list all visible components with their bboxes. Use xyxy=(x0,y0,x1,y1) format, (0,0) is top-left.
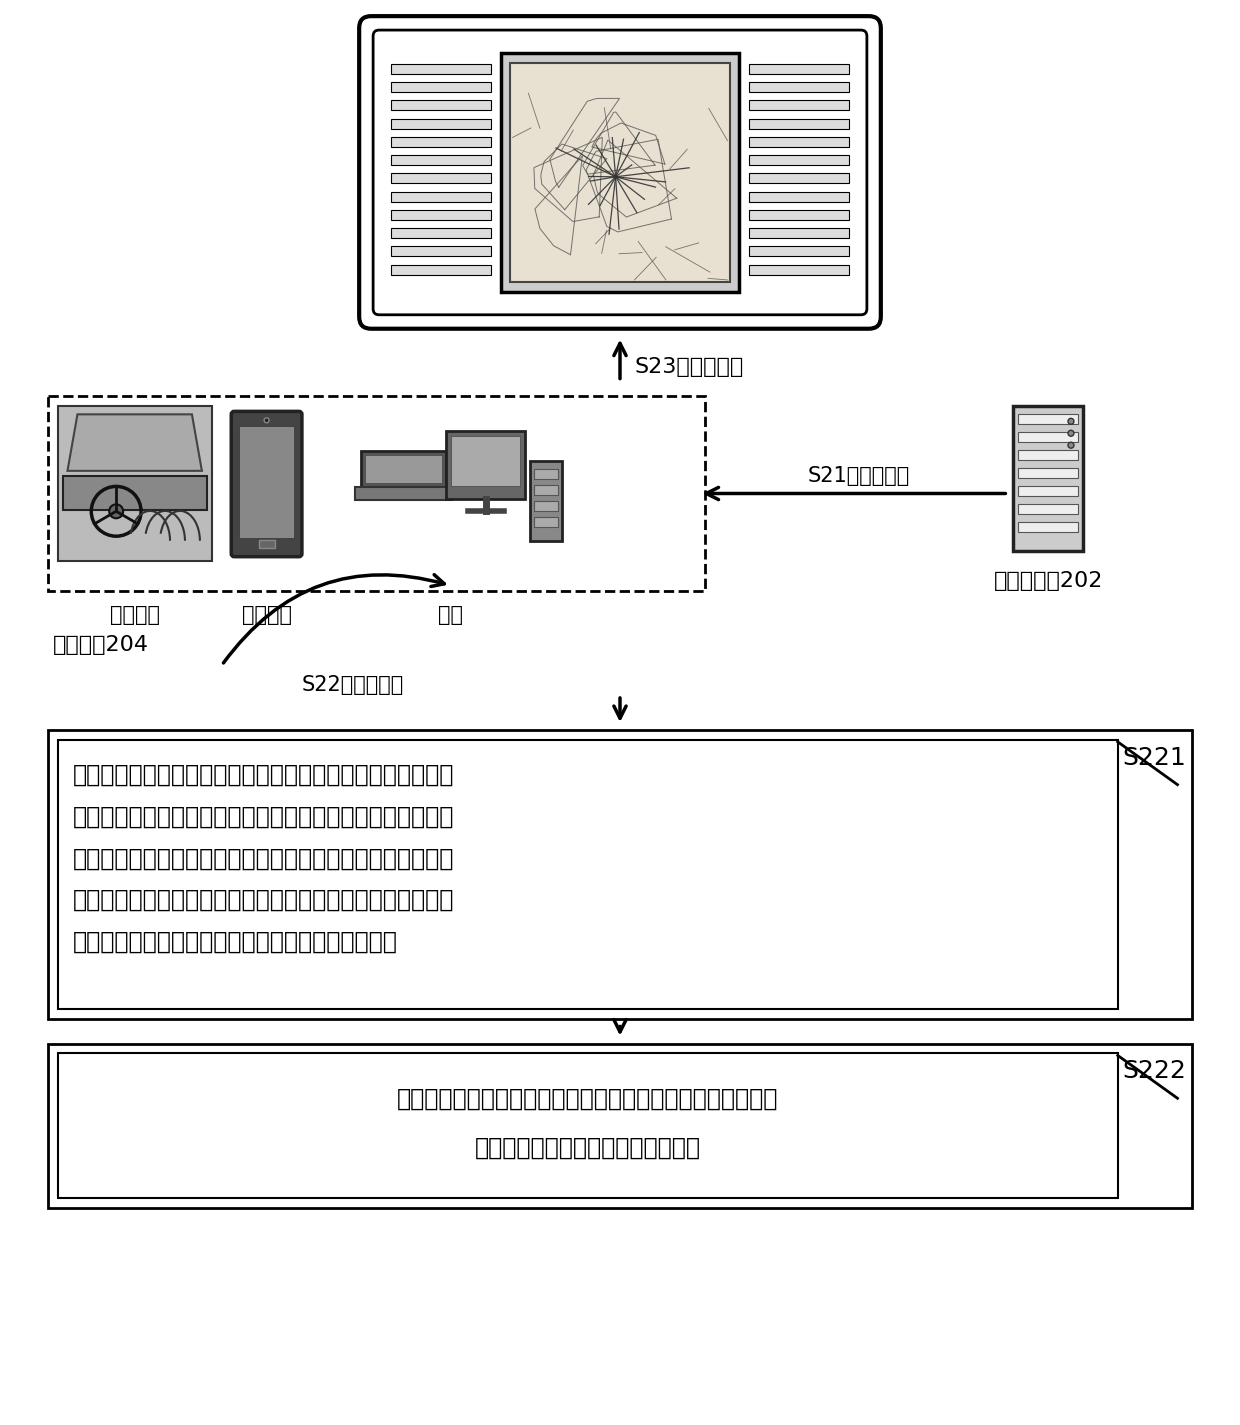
Bar xyxy=(749,83,849,93)
Bar xyxy=(534,502,558,512)
Bar xyxy=(501,53,739,292)
Bar xyxy=(391,209,491,219)
Circle shape xyxy=(1068,430,1074,436)
Bar xyxy=(259,540,274,547)
Bar xyxy=(391,64,491,74)
Text: 坐标点，第一区域上第一顶点所在的第三边的延长线与第二区: 坐标点，第一区域上第一顶点所在的第三边的延长线与第二区 xyxy=(72,846,454,871)
Bar xyxy=(749,155,849,165)
Text: 根据第一坐标点、第二坐标点、第一顶点和第二顶点，渲染出: 根据第一坐标点、第二坐标点、第一顶点和第二顶点，渲染出 xyxy=(397,1086,779,1110)
Bar xyxy=(1018,504,1078,514)
Text: 区域用于表示第一路段，第二区域用于表示第二路段: 区域用于表示第一路段，第二区域用于表示第二路段 xyxy=(72,931,397,953)
Text: 用于连接第一顶点和第二顶点的弧线: 用于连接第一顶点和第二顶点的弧线 xyxy=(475,1136,701,1160)
Bar xyxy=(391,137,491,147)
FancyBboxPatch shape xyxy=(231,412,301,557)
FancyArrowPatch shape xyxy=(223,574,444,663)
Text: S221: S221 xyxy=(1122,745,1187,770)
Text: 所在的第一边与第二区域上第二顶点所在的第二边相交于第一: 所在的第一边与第二区域上第二顶点所在的第二边相交于第一 xyxy=(72,805,454,828)
Bar xyxy=(1018,415,1078,425)
Circle shape xyxy=(1068,442,1074,449)
Bar xyxy=(391,228,491,238)
Bar xyxy=(365,455,441,483)
Bar xyxy=(534,485,558,494)
Circle shape xyxy=(109,504,123,519)
Text: 域上第二顶点所在的第四边的延长线相交于第二坐标点，第一: 域上第二顶点所在的第四边的延长线相交于第二坐标点，第一 xyxy=(72,888,454,912)
Bar xyxy=(355,487,451,500)
Bar xyxy=(749,209,849,219)
Bar xyxy=(749,265,849,275)
Bar xyxy=(361,452,446,487)
Bar xyxy=(1013,406,1083,550)
Bar xyxy=(446,432,526,499)
Polygon shape xyxy=(67,415,202,470)
Bar xyxy=(47,730,1193,1019)
Bar xyxy=(57,740,1117,1009)
Bar xyxy=(1018,467,1078,477)
Bar xyxy=(451,436,521,486)
Text: 车载终端: 车载终端 xyxy=(109,606,160,626)
Bar xyxy=(749,100,849,111)
Bar xyxy=(391,100,491,111)
Text: S22，渲染处理: S22，渲染处理 xyxy=(301,675,404,695)
Bar xyxy=(62,476,207,510)
Bar xyxy=(391,192,491,202)
Bar xyxy=(749,64,849,74)
Text: 用户终端204: 用户终端204 xyxy=(52,636,149,656)
Text: 在地图中查找第一坐标点和第二坐标点，第一区域上第一顶点: 在地图中查找第一坐标点和第二坐标点，第一区域上第一顶点 xyxy=(72,762,454,787)
Bar xyxy=(391,83,491,93)
Bar xyxy=(391,174,491,184)
Bar xyxy=(57,406,212,560)
Text: S222: S222 xyxy=(1122,1059,1187,1083)
Text: S23，显示地图: S23，显示地图 xyxy=(635,356,744,376)
Bar xyxy=(749,192,849,202)
Bar xyxy=(749,228,849,238)
Text: 地图服务器202: 地图服务器202 xyxy=(993,570,1102,590)
Bar xyxy=(391,265,491,275)
Circle shape xyxy=(1068,419,1074,425)
Bar xyxy=(1018,486,1078,496)
Text: 移动终端: 移动终端 xyxy=(242,606,291,626)
Bar xyxy=(511,63,729,282)
Bar xyxy=(534,469,558,479)
Circle shape xyxy=(264,418,269,423)
FancyBboxPatch shape xyxy=(360,16,880,329)
Text: S21，地图数据: S21，地图数据 xyxy=(807,466,910,486)
Bar xyxy=(57,1053,1117,1198)
Bar xyxy=(1018,522,1078,532)
Bar xyxy=(391,118,491,128)
Bar xyxy=(534,517,558,527)
Bar xyxy=(749,137,849,147)
Bar xyxy=(749,247,849,256)
Bar xyxy=(47,1043,1193,1208)
Bar xyxy=(749,174,849,184)
Bar xyxy=(1018,432,1078,442)
Bar xyxy=(239,426,294,537)
Bar xyxy=(531,462,562,540)
Text: 电脑: 电脑 xyxy=(438,606,464,626)
Bar xyxy=(749,118,849,128)
Bar xyxy=(391,155,491,165)
Bar xyxy=(47,396,704,590)
Bar xyxy=(1018,450,1078,460)
Bar xyxy=(391,247,491,256)
